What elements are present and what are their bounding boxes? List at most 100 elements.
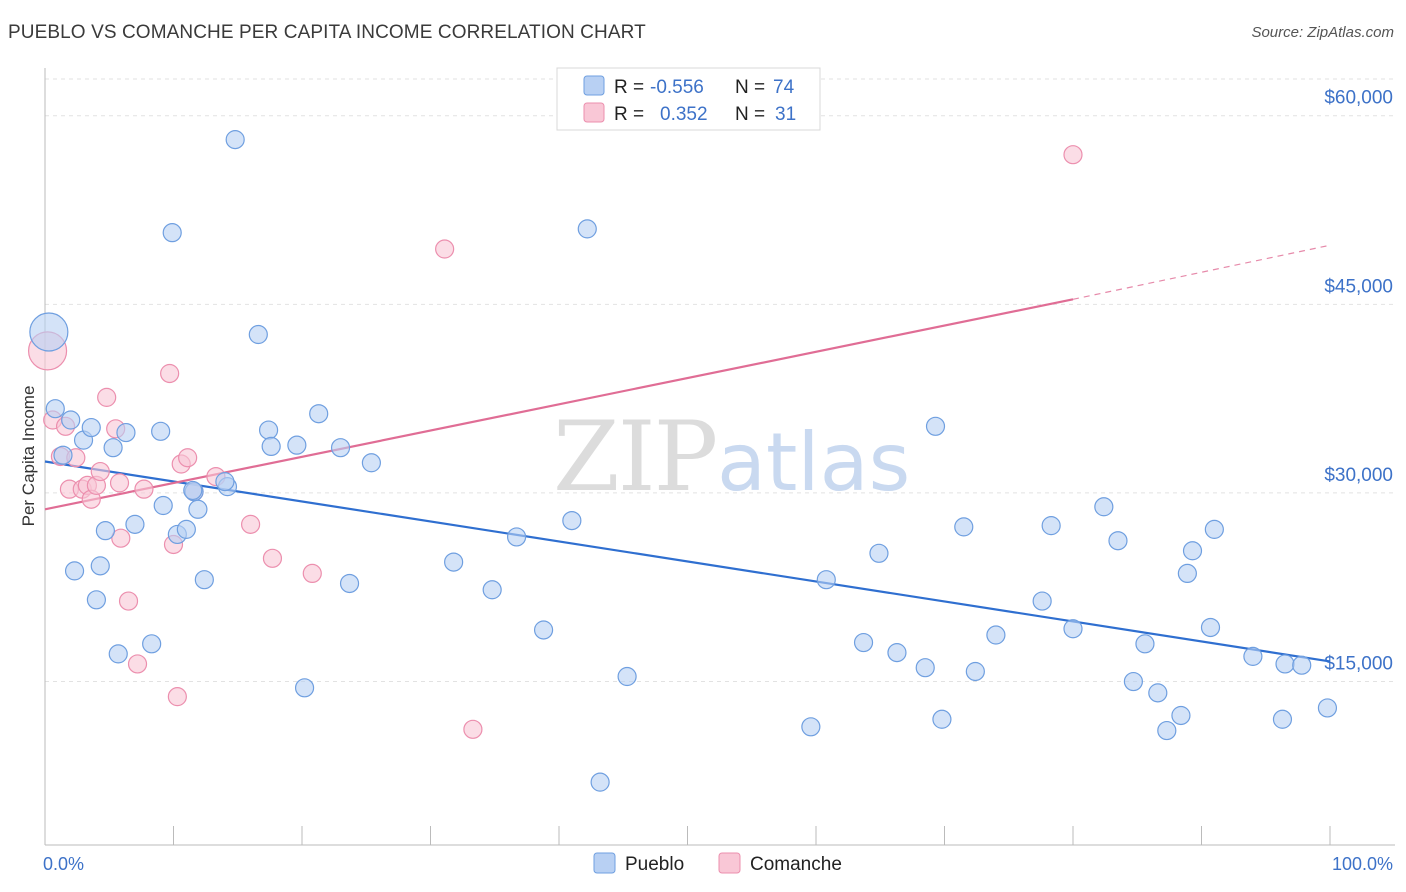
pueblo-point	[81, 417, 101, 438]
pueblo-point	[162, 223, 182, 243]
x-tick-labels: 0.0% 100.0%	[43, 854, 1393, 874]
pueblo-point	[194, 570, 214, 590]
comanche-point	[1063, 145, 1083, 165]
pueblo-point	[954, 517, 974, 537]
pueblo-point	[617, 666, 637, 687]
grid-lines	[45, 78, 1395, 683]
pueblo-point	[1135, 634, 1155, 654]
pueblo-point	[562, 510, 582, 531]
x-tick-label: 100.0%	[1332, 854, 1393, 874]
pueblo-point	[258, 420, 279, 440]
y-tick-labels: $15,000 $30,000 $45,000 $60,000	[1324, 88, 1393, 675]
legend-pueblo-r-label: R =	[614, 77, 644, 98]
pueblo-point	[577, 219, 597, 239]
pueblo-point	[1157, 720, 1177, 741]
pueblo-point	[816, 570, 836, 590]
comanche-point	[127, 654, 148, 674]
pueblo-point	[45, 399, 65, 419]
pueblo-points	[29, 130, 1338, 792]
bottom-legend-pueblo: Pueblo	[625, 854, 684, 875]
pueblo-point	[533, 620, 554, 640]
pueblo-point	[1108, 531, 1128, 551]
pueblo-point	[125, 514, 145, 534]
pueblo-point	[1272, 709, 1293, 729]
pueblo-point	[869, 543, 889, 563]
chart-title: PUEBLO VS COMANCHE PER CAPITA INCOME COR…	[8, 22, 646, 43]
pueblo-point	[1317, 698, 1338, 718]
pueblo-point	[64, 561, 85, 581]
y-tick-label: $60,000	[1324, 88, 1393, 109]
pueblo-point	[61, 410, 81, 430]
pueblo-point	[1275, 654, 1295, 674]
pueblo-point	[915, 658, 935, 678]
pueblo-point	[1177, 563, 1197, 584]
comanche-point	[134, 479, 154, 499]
pueblo-point	[590, 772, 610, 792]
pueblo-point	[1041, 516, 1061, 536]
pueblo-point	[116, 422, 136, 443]
legend-comanche-n-value: 31	[775, 104, 796, 125]
pueblo-point	[1063, 619, 1083, 639]
legend-comanche-n-label: N =	[735, 104, 765, 125]
pueblo-point	[965, 661, 985, 682]
legend-pueblo-n-label: N =	[735, 77, 765, 98]
pueblo-point	[361, 453, 381, 473]
y-tick-label: $30,000	[1324, 465, 1393, 486]
pueblo-point	[225, 130, 245, 150]
pueblo-point	[261, 436, 281, 457]
pueblo-point	[1123, 671, 1143, 692]
y-axis-label: Per Capita Income	[19, 386, 38, 527]
watermark-atlas: atlas	[717, 416, 910, 509]
pueblo-point	[932, 709, 952, 729]
comanche-point	[262, 548, 283, 568]
comanche-point	[167, 687, 187, 707]
pueblo-point	[1292, 655, 1312, 675]
pueblo-point	[309, 404, 329, 424]
bottom-legend: Pueblo Comanche	[593, 852, 842, 875]
source-label: Source: ZipAtlas.com	[1251, 24, 1394, 41]
axes	[44, 68, 1395, 846]
pueblo-point	[215, 472, 235, 492]
comanche-point	[160, 363, 180, 384]
bottom-legend-swatch-pueblo	[593, 852, 616, 874]
y-tick-label: $45,000	[1324, 276, 1393, 297]
pueblo-point	[482, 580, 502, 600]
pueblo-point	[86, 590, 107, 610]
pueblo-point	[103, 438, 123, 458]
comanche-point	[241, 514, 261, 534]
y-tick-label: $15,000	[1324, 654, 1393, 675]
pueblo-point	[339, 573, 360, 594]
bottom-legend-swatch-comanche	[718, 852, 741, 874]
pueblo-point	[1032, 591, 1052, 611]
pueblo-point	[151, 421, 171, 441]
pueblo-point	[1094, 497, 1114, 517]
watermark-zip: ZIP	[553, 401, 716, 513]
comanche-point	[302, 563, 322, 584]
comanche-point	[178, 448, 198, 468]
legend-comanche-r-value: 0.352	[660, 104, 708, 125]
x-tick-label: 0.0%	[43, 854, 84, 874]
pueblo-point	[1182, 541, 1203, 561]
pueblo-point	[1200, 617, 1221, 638]
pueblo-point	[90, 556, 110, 576]
pueblo-point	[444, 552, 464, 572]
pueblo-point	[925, 416, 946, 436]
pueblo-point	[95, 521, 115, 541]
comanche-point	[109, 473, 130, 493]
pueblo-point	[887, 643, 907, 663]
legend-pueblo-n-value: 74	[773, 77, 795, 98]
comanche-point	[111, 528, 131, 548]
pueblo-point	[142, 634, 162, 654]
pueblo-point	[506, 527, 527, 547]
bottom-legend-comanche: Comanche	[750, 854, 842, 875]
comanche-trend-extension	[1072, 244, 1331, 300]
pueblo-point	[287, 435, 307, 455]
pueblo-point	[153, 495, 173, 516]
pueblo-point	[986, 625, 1006, 645]
pueblo-point	[294, 678, 315, 698]
comanche-point	[118, 591, 139, 611]
legend-swatch-pueblo	[583, 75, 605, 96]
pueblo-point	[1148, 683, 1168, 703]
comanche-point	[463, 719, 483, 739]
